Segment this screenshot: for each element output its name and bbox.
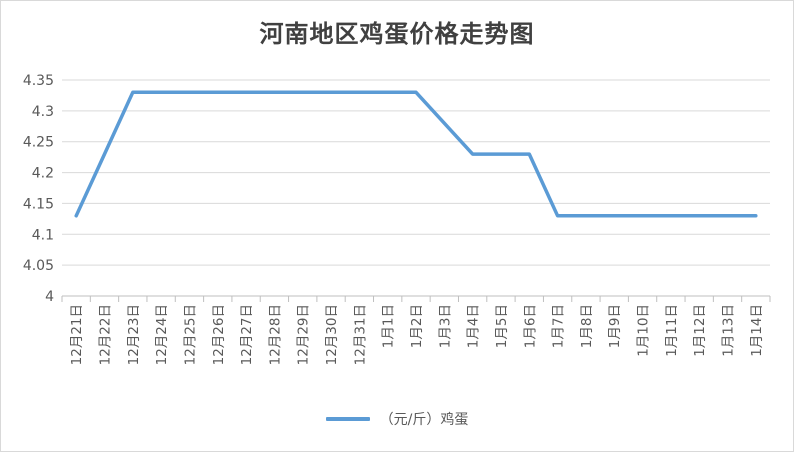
x-tick-label: 12月24日 xyxy=(154,304,170,365)
x-tick-label: 12月25日 xyxy=(182,304,198,365)
x-tick-label: 12月23日 xyxy=(126,304,142,365)
x-tick-label: 1月13日 xyxy=(721,304,737,357)
legend-line-swatch xyxy=(325,417,370,421)
x-tick-label: 1月6日 xyxy=(522,304,538,348)
x-tick-label: 12月21日 xyxy=(69,304,85,365)
y-tick-label: 4.35 xyxy=(23,73,54,89)
x-tick-label: 1月9日 xyxy=(607,304,623,348)
x-tick-label: 1月1日 xyxy=(381,304,397,348)
y-tick-label: 4 xyxy=(45,289,54,305)
x-tick-label: 1月12日 xyxy=(692,304,708,357)
x-tick-label: 1月7日 xyxy=(551,304,567,348)
x-tick-label: 1月8日 xyxy=(579,304,595,348)
x-tick-label: 1月3日 xyxy=(437,304,453,348)
x-tick-label: 1月10日 xyxy=(636,304,652,357)
x-tick-label: 12月28日 xyxy=(267,304,283,365)
chart-title: 河南地区鸡蛋价格走势图 xyxy=(259,20,535,48)
x-tick-label: 1月4日 xyxy=(466,304,482,348)
x-tick-label: 1月5日 xyxy=(494,304,510,348)
y-tick-label: 4.25 xyxy=(23,135,54,151)
x-tick-label: 12月30日 xyxy=(324,304,340,365)
x-tick-label: 1月11日 xyxy=(664,304,680,357)
y-tick-label: 4.1 xyxy=(32,227,54,243)
legend: （元/斤）鸡蛋 xyxy=(0,409,794,429)
y-tick-label: 4.15 xyxy=(23,196,54,212)
x-tick-label: 12月29日 xyxy=(296,304,312,365)
y-tick-label: 4.3 xyxy=(32,104,54,120)
y-tick-label: 4.2 xyxy=(32,166,54,182)
series-line xyxy=(74,90,758,218)
x-tick-label: 12月26日 xyxy=(211,304,227,365)
y-tick-label: 4.05 xyxy=(23,258,54,274)
x-tick-label: 1月2日 xyxy=(409,304,425,348)
x-tick-label: 12月31日 xyxy=(352,304,368,365)
x-tick-label: 12月27日 xyxy=(239,304,255,365)
legend-label: （元/斤）鸡蛋 xyxy=(379,412,469,428)
x-tick-label: 1月14日 xyxy=(749,304,765,357)
x-tick-label: 12月22日 xyxy=(97,304,113,365)
